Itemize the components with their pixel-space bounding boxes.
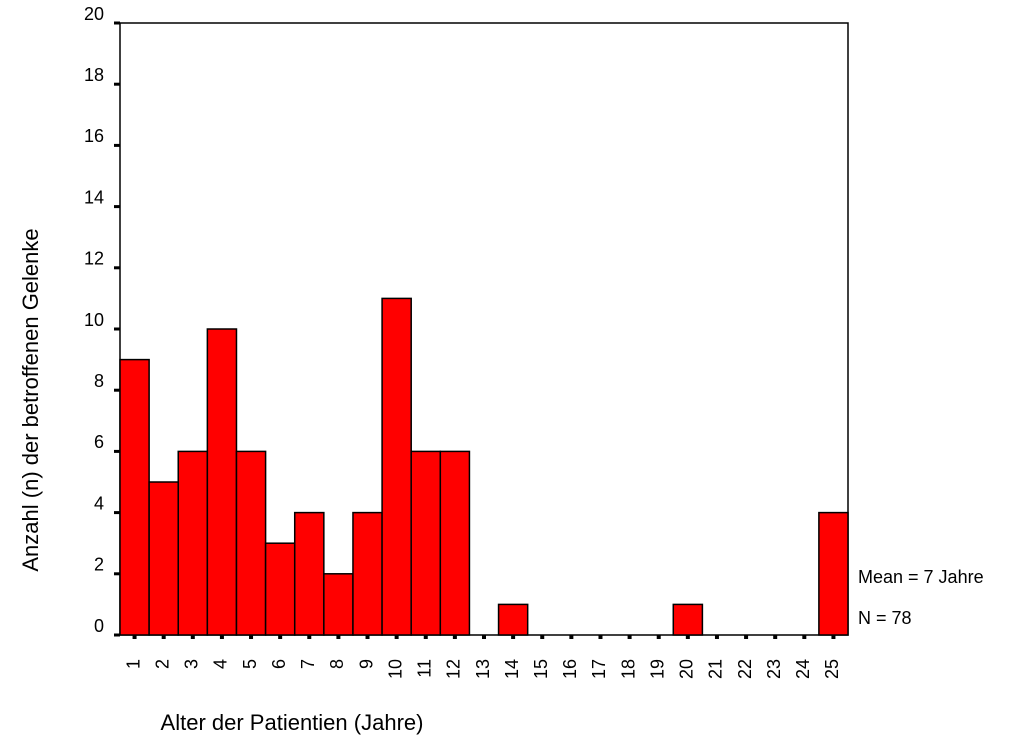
y-tick-label: 4 [94,493,104,513]
x-tick [744,635,749,639]
x-tick-label: 2 [152,659,172,669]
bar [323,573,354,636]
x-tick [394,635,399,639]
x-tick-label: 3 [182,659,202,669]
y-tick-label: 18 [84,65,104,85]
y-tick-label: 20 [84,4,104,24]
x-tick-label: 15 [531,659,551,679]
x-tick [365,635,370,639]
bar [818,511,849,636]
x-tick-label: 7 [298,659,318,669]
bar [148,481,179,636]
x-tick [802,635,807,639]
x-tick [831,635,836,639]
bar [264,542,296,636]
x-tick [278,635,283,639]
x-tick-label: 20 [677,659,697,679]
bar [206,328,238,636]
x-tick-label: 13 [473,659,493,679]
x-tick [714,635,719,639]
y-tick-label: 0 [94,616,104,636]
x-tick-label: 8 [327,659,347,669]
x-tick-label: 4 [211,659,231,669]
x-tick [656,635,661,639]
bar [235,450,267,636]
y-tick-label: 16 [84,126,104,146]
y-tick-label: 2 [94,555,104,575]
x-tick [540,635,545,639]
x-tick-label: 24 [793,659,813,679]
x-tick-label: 6 [269,659,289,669]
bar [119,358,150,636]
x-tick-label: 12 [444,659,464,679]
y-tick-label: 6 [94,432,104,452]
y-tick-label: 10 [84,310,104,330]
bar [410,450,442,636]
x-tick [132,635,137,639]
y-tick-label: 8 [94,371,104,391]
x-tick-label: 19 [647,659,667,679]
y-tick-label: 14 [84,187,104,207]
x-tick [482,635,486,639]
x-tick-label: 17 [589,659,609,679]
y-tick-label: 12 [84,249,104,269]
x-tick [249,635,254,639]
x-tick-label: 16 [560,659,580,679]
x-tick-label: 25 [822,659,842,679]
x-tick [161,635,166,639]
bar [439,450,471,636]
x-tick-label: 11 [415,659,435,678]
x-tick-label: 5 [240,659,260,669]
x-tick-label: 1 [123,659,143,669]
x-tick [569,635,574,639]
annotation: Mean = 7 Jahre [858,567,984,587]
x-tick [452,635,457,639]
x-tick-label: 14 [502,659,522,679]
annotation: N = 78 [858,608,912,628]
x-tick [627,635,632,639]
x-tick [190,635,195,639]
x-tick-label: 22 [735,659,755,679]
bar [497,603,529,636]
x-tick [598,635,603,639]
x-tick [219,635,224,639]
x-tick [336,635,341,639]
x-tick [423,635,428,639]
x-tick [307,635,312,639]
x-tick-label: 10 [385,659,405,679]
bar [381,297,412,636]
x-tick-label: 21 [706,659,726,679]
x-tick [511,635,516,639]
bar [177,450,209,636]
bar [352,511,383,636]
bar [293,511,325,636]
x-tick [773,635,778,639]
x-tick [685,635,690,639]
y-axis-label: Anzahl (n) der betroffenen Gelenke [18,228,43,571]
x-tick-label: 23 [764,659,784,679]
x-tick-label: 9 [356,659,376,669]
x-tick-label: 18 [618,659,638,679]
x-axis-label: Alter der Patientien (Jahre) [161,710,424,735]
bar [672,603,704,636]
